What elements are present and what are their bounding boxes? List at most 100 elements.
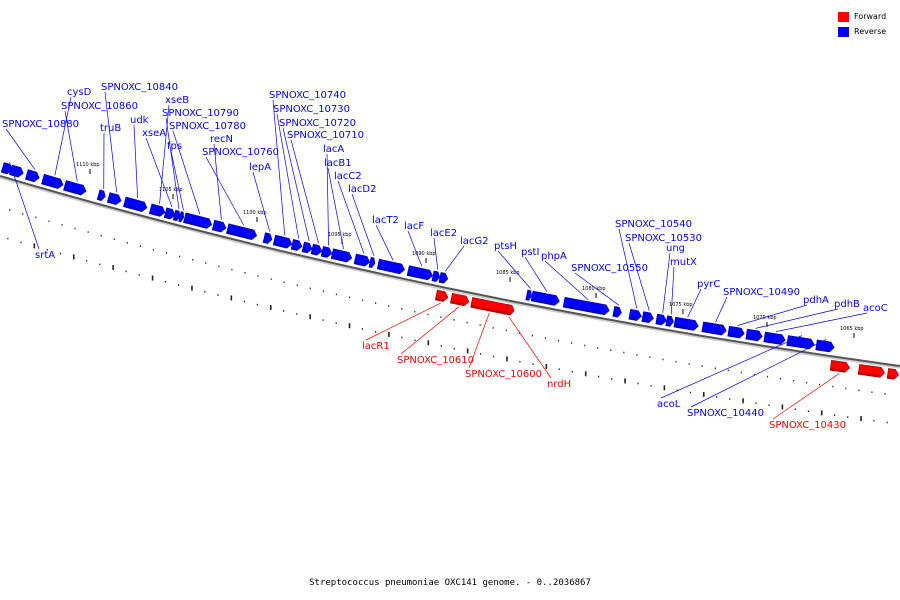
gene-label-lacD2[interactable]: lacD2 bbox=[348, 184, 376, 195]
gene-label-lacE2[interactable]: lacE2 bbox=[430, 228, 457, 239]
gene-label-SPNOXC_10740[interactable]: SPNOXC_10740 bbox=[269, 90, 346, 101]
gene-label-acoL[interactable]: acoL bbox=[657, 399, 681, 410]
gene-label-SPNOXC_10840[interactable]: SPNOXC_10840 bbox=[101, 82, 178, 93]
gene-label-truB[interactable]: truB bbox=[100, 123, 121, 134]
gene-label-lepA[interactable]: lepA bbox=[249, 162, 271, 173]
gene-lacB1[interactable] bbox=[330, 248, 353, 263]
gene-label-pdhA[interactable]: pdhA bbox=[803, 295, 829, 306]
gene-label-lacR1[interactable]: lacR1 bbox=[362, 341, 390, 352]
gene-SPNOXC_10530[interactable] bbox=[641, 311, 655, 324]
minor-tick bbox=[871, 391, 873, 393]
gene-mutX[interactable] bbox=[665, 315, 675, 327]
minor-tick bbox=[519, 360, 521, 363]
gene-SPNOXC_10710[interactable] bbox=[310, 243, 323, 256]
gene-label-xseA[interactable]: xseA bbox=[142, 128, 166, 139]
gene-lacR1[interactable] bbox=[434, 289, 449, 302]
gene-label-SPNOXC_10790[interactable]: SPNOXC_10790 bbox=[162, 108, 239, 119]
gene-nrdH[interactable] bbox=[505, 304, 515, 316]
gene-label-lacG2[interactable]: lacG2 bbox=[460, 236, 489, 247]
gene-acoC[interactable] bbox=[763, 331, 786, 345]
gene-label-SPNOXC_10720[interactable]: SPNOXC_10720 bbox=[279, 118, 356, 129]
gene-label-pstI[interactable]: pstI bbox=[521, 247, 539, 258]
gene-SPNOXC_10540[interactable] bbox=[628, 308, 643, 321]
gene-label-mutX[interactable]: mutX bbox=[670, 257, 697, 268]
gene-label-udk[interactable]: udk bbox=[130, 115, 149, 126]
gene-label-acoC[interactable]: acoC bbox=[863, 303, 888, 314]
gene-SPNOXC_10790[interactable] bbox=[172, 209, 181, 222]
gene-label-pdhB[interactable]: pdhB bbox=[834, 299, 860, 310]
gene-label-SPNOXC_10610[interactable]: SPNOXC_10610 bbox=[397, 355, 474, 366]
gene-lacA[interactable] bbox=[320, 246, 333, 258]
gene-SPNOXC_10740[interactable] bbox=[272, 234, 293, 249]
gene-label-pyrC[interactable]: pyrC bbox=[697, 279, 720, 290]
gene-SPNOXC_10880[interactable] bbox=[24, 169, 40, 183]
gene-label-SPNOXC_10430[interactable]: SPNOXC_10430 bbox=[769, 420, 846, 431]
gene-SPNOXC_10730[interactable] bbox=[290, 239, 303, 251]
gene-lacE2[interactable] bbox=[431, 270, 441, 282]
gene-lacD2[interactable] bbox=[368, 256, 376, 269]
gene-label-cysD[interactable]: cysD bbox=[67, 87, 92, 98]
gene-label-ung[interactable]: ung bbox=[666, 243, 685, 254]
gene-pdhA[interactable] bbox=[727, 325, 745, 339]
gene-label-lacC2[interactable]: lacC2 bbox=[334, 171, 362, 182]
gene-label-SPNOXC_10530[interactable]: SPNOXC_10530 bbox=[625, 233, 702, 244]
gene-pdhB[interactable] bbox=[745, 328, 763, 342]
gene-xseA[interactable] bbox=[163, 207, 176, 220]
gene-unlabeled-forward[interactable] bbox=[857, 364, 885, 378]
gene-label-SPNOXC_10730[interactable]: SPNOXC_10730 bbox=[273, 104, 350, 115]
gene-unlabeled-forward[interactable] bbox=[886, 368, 900, 380]
gene-SPNOXC_10550[interactable] bbox=[612, 306, 623, 318]
gene-label-lacA[interactable]: lacA bbox=[323, 144, 344, 155]
gene-pstI[interactable] bbox=[530, 290, 560, 306]
gene-label-SPNOXC_10550[interactable]: SPNOXC_10550 bbox=[571, 263, 648, 274]
gene-label-lacB1[interactable]: lacB1 bbox=[324, 158, 352, 169]
gene-xseB[interactable] bbox=[148, 203, 166, 217]
gene-SPNOXC_10840[interactable] bbox=[106, 192, 122, 206]
gene-label-SPNOXC_10880[interactable]: SPNOXC_10880 bbox=[2, 119, 79, 130]
gene-fps[interactable] bbox=[178, 211, 185, 223]
gene-lepA[interactable] bbox=[262, 232, 273, 245]
gene-label-phpA[interactable]: phpA bbox=[541, 251, 567, 262]
gene-unlabeled-reverse[interactable] bbox=[0, 162, 11, 175]
gene-SPNOXC_10780[interactable] bbox=[183, 212, 213, 230]
gene-SPNOXC_10760[interactable] bbox=[226, 223, 258, 241]
gene-label-SPNOXC_10780[interactable]: SPNOXC_10780 bbox=[169, 121, 246, 132]
gene-ung[interactable] bbox=[655, 313, 668, 326]
gene-lacC2[interactable] bbox=[353, 253, 371, 267]
gene-label-nrdH[interactable]: nrdH bbox=[547, 379, 571, 390]
gene-SPNOXC_10610[interactable] bbox=[450, 292, 470, 307]
gene-cysD[interactable] bbox=[41, 173, 64, 189]
minor-tick bbox=[112, 265, 114, 271]
gene-acoL[interactable] bbox=[786, 335, 815, 350]
gene-unlabeled-reverse[interactable] bbox=[9, 164, 24, 178]
gene-SPNOXC_10860[interactable] bbox=[63, 180, 87, 197]
gene-label-SPNOXC_10760[interactable]: SPNOXC_10760 bbox=[202, 147, 279, 158]
gene-label-srtA[interactable]: srtA bbox=[35, 250, 55, 261]
gene-SPNOXC_10430[interactable] bbox=[829, 359, 850, 373]
gene-SPNOXC_10720[interactable] bbox=[301, 241, 313, 254]
gene-lacT2[interactable] bbox=[376, 258, 406, 275]
gene-label-SPNOXC_10600[interactable]: SPNOXC_10600 bbox=[465, 369, 542, 380]
gene-label-SPNOXC_10440[interactable]: SPNOXC_10440 bbox=[687, 408, 764, 419]
gene-label-lacF[interactable]: lacF bbox=[404, 221, 424, 232]
gene-SPNOXC_10490[interactable] bbox=[701, 321, 727, 336]
gene-phpA[interactable] bbox=[562, 296, 610, 316]
minor-tick bbox=[388, 331, 390, 337]
gene-recN[interactable] bbox=[211, 219, 227, 233]
gene-udk[interactable] bbox=[123, 196, 148, 213]
gene-label-recN[interactable]: recN bbox=[210, 134, 233, 145]
gene-label-fps[interactable]: fps bbox=[167, 141, 182, 152]
gene-lacG2[interactable] bbox=[438, 272, 449, 284]
gene-label-SPNOXC_10710[interactable]: SPNOXC_10710 bbox=[287, 130, 364, 141]
gene-label-SPNOXC_10860[interactable]: SPNOXC_10860 bbox=[61, 101, 138, 112]
gene-label-ptsH[interactable]: ptsH bbox=[494, 241, 517, 252]
gene-label-xseB[interactable]: xseB bbox=[165, 95, 189, 106]
gene-truB[interactable] bbox=[96, 189, 106, 201]
gene-label-SPNOXC_10540[interactable]: SPNOXC_10540 bbox=[615, 219, 692, 230]
gene-pyrC[interactable] bbox=[673, 316, 699, 331]
gene-SPNOXC_10440[interactable] bbox=[815, 339, 835, 353]
gene-ptsH[interactable] bbox=[525, 289, 533, 301]
gene-lacF[interactable] bbox=[406, 265, 434, 281]
gene-label-lacT2[interactable]: lacT2 bbox=[372, 215, 399, 226]
gene-label-SPNOXC_10490[interactable]: SPNOXC_10490 bbox=[723, 287, 800, 298]
